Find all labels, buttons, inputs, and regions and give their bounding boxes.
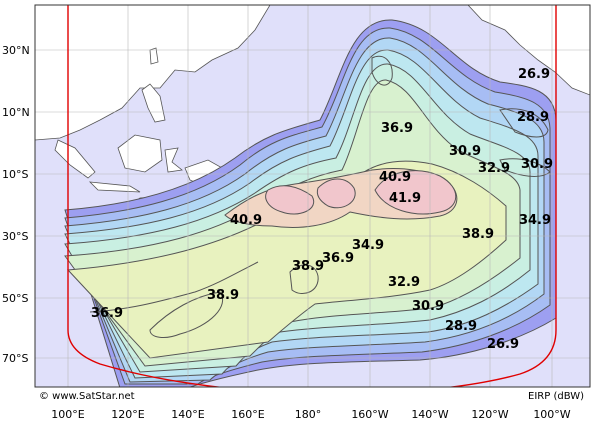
contour-value-label: 32.9 bbox=[478, 161, 510, 176]
contour-value-label: 30.9 bbox=[412, 299, 444, 314]
lon-label: 120°W bbox=[471, 408, 508, 421]
lat-label: 50°S bbox=[2, 292, 28, 305]
contour-value-label: 36.9 bbox=[91, 306, 123, 321]
contour-value-label: 28.9 bbox=[517, 110, 549, 125]
contour-value-label: 36.9 bbox=[381, 121, 413, 136]
contour-labels: 26.9 28.9 36.9 30.9 32.9 30.9 40.9 41.9 … bbox=[91, 67, 553, 352]
lon-label: 160°W bbox=[351, 408, 388, 421]
contour-value-label: 26.9 bbox=[518, 67, 550, 82]
lon-label: 100°E bbox=[51, 408, 84, 421]
contour-value-label: 34.9 bbox=[519, 213, 551, 228]
lon-label: 100°W bbox=[533, 408, 570, 421]
lon-label: 120°E bbox=[111, 408, 144, 421]
lon-label: 140°E bbox=[171, 408, 204, 421]
contour-value-label: 26.9 bbox=[487, 337, 519, 352]
contour-value-label: 40.9 bbox=[379, 170, 411, 185]
coverage-boundary bbox=[67, 5, 557, 387]
longitude-labels: 100°E 120°E 140°E 160°E 180° 160°W 140°W… bbox=[51, 408, 571, 421]
contour-value-label: 28.9 bbox=[445, 319, 477, 334]
contour-value-label: 40.9 bbox=[230, 213, 262, 228]
eirp-contour-lines bbox=[89, 55, 551, 338]
lon-label: 140°W bbox=[411, 408, 448, 421]
contour-value-label: 30.9 bbox=[521, 157, 553, 172]
sumatra bbox=[54, 139, 96, 179]
lat-label: 30°S bbox=[2, 230, 28, 243]
plot-frame bbox=[34, 4, 591, 388]
contour-value-label: 41.9 bbox=[389, 191, 421, 206]
lat-label: 30°N bbox=[2, 44, 30, 57]
taiwan bbox=[149, 47, 159, 65]
contour-value-label: 38.9 bbox=[207, 288, 239, 303]
contour-value-label: 36.9 bbox=[322, 251, 354, 266]
latitude-labels: 30°N 10°N 10°S 30°S 50°S 70°S bbox=[2, 44, 30, 365]
borneo bbox=[117, 134, 163, 173]
asia-landmass bbox=[35, 5, 271, 141]
lon-label: 160°E bbox=[231, 408, 264, 421]
java bbox=[88, 181, 141, 193]
contour-value-label: 38.9 bbox=[292, 259, 324, 274]
contour-41-9-west bbox=[265, 185, 315, 215]
sulawesi bbox=[164, 147, 183, 173]
units-label: EIRP (dBW) bbox=[528, 391, 584, 402]
contour-value-label: 30.9 bbox=[449, 144, 481, 159]
philippines bbox=[141, 83, 166, 123]
contour-41-9-east bbox=[374, 170, 457, 215]
lon-label: 180° bbox=[295, 408, 322, 421]
lat-label: 10°N bbox=[2, 106, 30, 119]
contour-value-label: 38.9 bbox=[462, 227, 494, 242]
contour-41-9-center bbox=[316, 178, 356, 209]
copyright-text: © www.SatStar.net bbox=[39, 391, 135, 402]
contour-value-label: 34.9 bbox=[352, 238, 384, 253]
lat-label: 70°S bbox=[2, 352, 28, 365]
contour-value-label: 32.9 bbox=[388, 275, 420, 290]
lat-label: 10°S bbox=[2, 168, 28, 181]
